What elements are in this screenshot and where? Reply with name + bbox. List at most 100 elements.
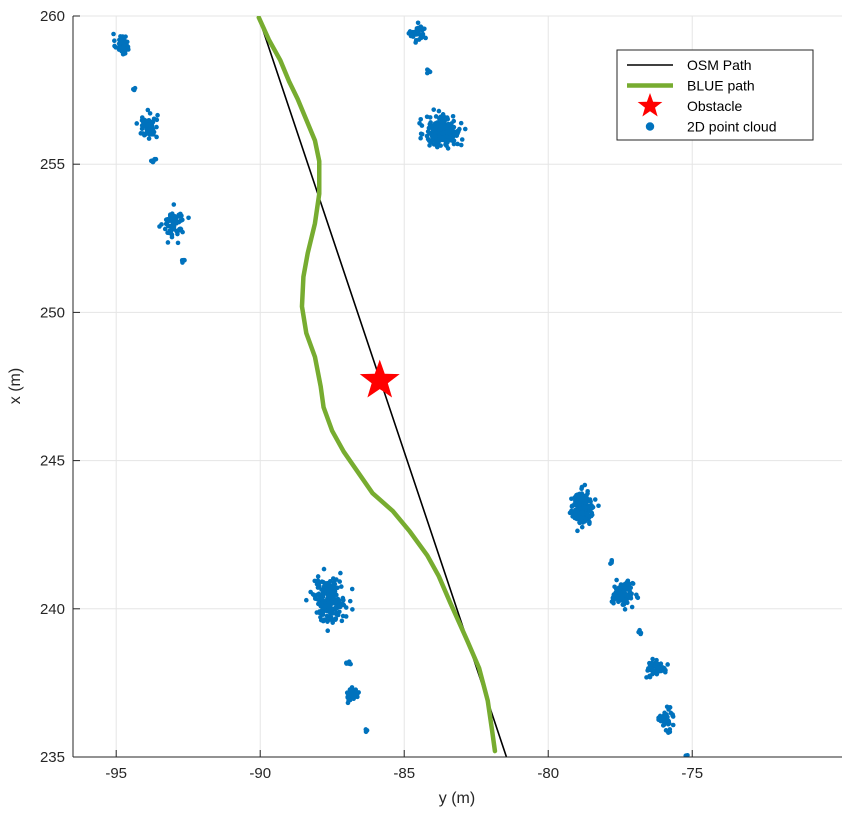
legend-item-blue-path: BLUE path [627, 78, 755, 94]
point-cloud-point [343, 605, 349, 610]
point-cloud-point [619, 596, 624, 602]
point-cloud-point [154, 134, 159, 140]
point-cloud-point [337, 609, 342, 615]
point-cloud-point [170, 214, 176, 220]
point-cloud-point [328, 606, 334, 611]
x-tick-label: -95 [105, 765, 127, 782]
point-cloud-point [634, 594, 640, 600]
point-cloud-point [117, 45, 122, 50]
point-cloud-point [422, 26, 427, 32]
point-cloud-point [458, 120, 464, 126]
point-cloud-point [449, 121, 454, 126]
point-cloud-point [126, 47, 131, 52]
point-cloud-point [567, 510, 573, 516]
legend-item-osm-path: OSM Path [627, 57, 752, 73]
point-cloud-point [314, 592, 320, 598]
point-cloud-point [425, 67, 430, 72]
point-cloud-point [614, 596, 619, 601]
point-cloud-point [458, 142, 464, 148]
point-cloud-point [180, 217, 185, 223]
point-cloud-point [349, 586, 355, 592]
point-cloud-point [415, 20, 421, 26]
tick-labels: -95 -90 -85 -80 -75 235 240 245 250 255 260 [40, 8, 703, 782]
point-cloud-point [587, 505, 593, 510]
point-cloud-point [658, 718, 664, 724]
point-cloud-point [621, 602, 627, 607]
point-cloud-point [186, 215, 191, 221]
point-cloud-point [630, 581, 636, 586]
point-cloud-point [315, 578, 321, 583]
point-cloud-point [614, 577, 619, 583]
point-cloud-point [582, 500, 588, 505]
point-cloud-point [569, 496, 574, 502]
point-cloud-point [155, 112, 160, 118]
point-cloud-point [351, 694, 357, 699]
point-cloud-point [145, 107, 151, 113]
point-cloud-point [349, 688, 355, 693]
point-cloud-point [431, 107, 437, 112]
point-cloud-point [629, 604, 635, 610]
point-cloud-point [622, 590, 628, 596]
point-cloud-point [455, 130, 460, 136]
point-cloud-point [582, 482, 588, 488]
point-cloud-point [325, 628, 331, 634]
point-cloud-point [356, 690, 361, 695]
point-cloud-point [577, 502, 582, 507]
point-cloud-point [436, 130, 442, 136]
point-cloud-point [112, 38, 117, 44]
point-cloud-point [331, 580, 337, 585]
point-cloud-point [444, 143, 449, 149]
point-cloud-point [636, 629, 641, 635]
point-cloud-point [410, 34, 416, 39]
point-cloud-point [433, 125, 438, 131]
point-cloud-point [429, 123, 434, 129]
point-cloud-point [112, 43, 117, 49]
point-cloud-point [450, 138, 456, 144]
point-cloud-point [171, 227, 177, 232]
point-cloud-point [425, 129, 431, 134]
point-cloud-point [179, 257, 185, 263]
point-cloud-point [665, 662, 670, 667]
point-cloud-point [175, 240, 181, 246]
y-axis-label: x (m) [7, 368, 24, 404]
point-cloud-point [587, 519, 592, 525]
point-cloud-point [116, 41, 122, 46]
point-cloud-point [585, 488, 590, 494]
point-cloud-point [440, 115, 446, 120]
point-cloud-point [588, 499, 593, 504]
point-cloud-point [327, 583, 333, 589]
point-cloud-point [654, 657, 659, 663]
point-cloud-point [339, 618, 345, 624]
point-cloud-point [450, 113, 456, 119]
point-cloud-point [334, 592, 339, 598]
point-cloud-point [327, 578, 333, 584]
point-cloud-point [417, 120, 422, 126]
point-cloud-point [654, 664, 660, 670]
point-cloud-point [162, 226, 168, 232]
x-tick-label: -85 [393, 765, 415, 782]
point-cloud-point [429, 138, 434, 144]
point-cloud-point [140, 119, 146, 125]
point-cloud-point [622, 607, 628, 612]
point-cloud-point [647, 674, 653, 680]
point-cloud-point [657, 668, 662, 674]
point-cloud-point [661, 665, 667, 671]
point-cloud-point [685, 752, 690, 757]
point-cloud-point [124, 39, 130, 45]
legend-label: 2D point cloud [687, 119, 777, 135]
point-cloud-point [451, 133, 457, 138]
legend-label: Obstacle [687, 98, 742, 114]
point-cloud-point [666, 707, 671, 712]
axes [72, 15, 842, 758]
point-cloud-point [665, 718, 670, 723]
point-cloud-point [579, 524, 585, 530]
point-cloud-point [355, 694, 360, 700]
point-cloud-point [337, 579, 343, 584]
point-cloud-point [432, 121, 438, 126]
point-cloud-point [315, 574, 321, 579]
point-cloud-point [345, 700, 351, 706]
point-cloud-point [169, 232, 175, 238]
point-cloud-point [154, 124, 159, 130]
point-cloud-point [578, 510, 584, 516]
point-cloud-point [437, 126, 443, 132]
